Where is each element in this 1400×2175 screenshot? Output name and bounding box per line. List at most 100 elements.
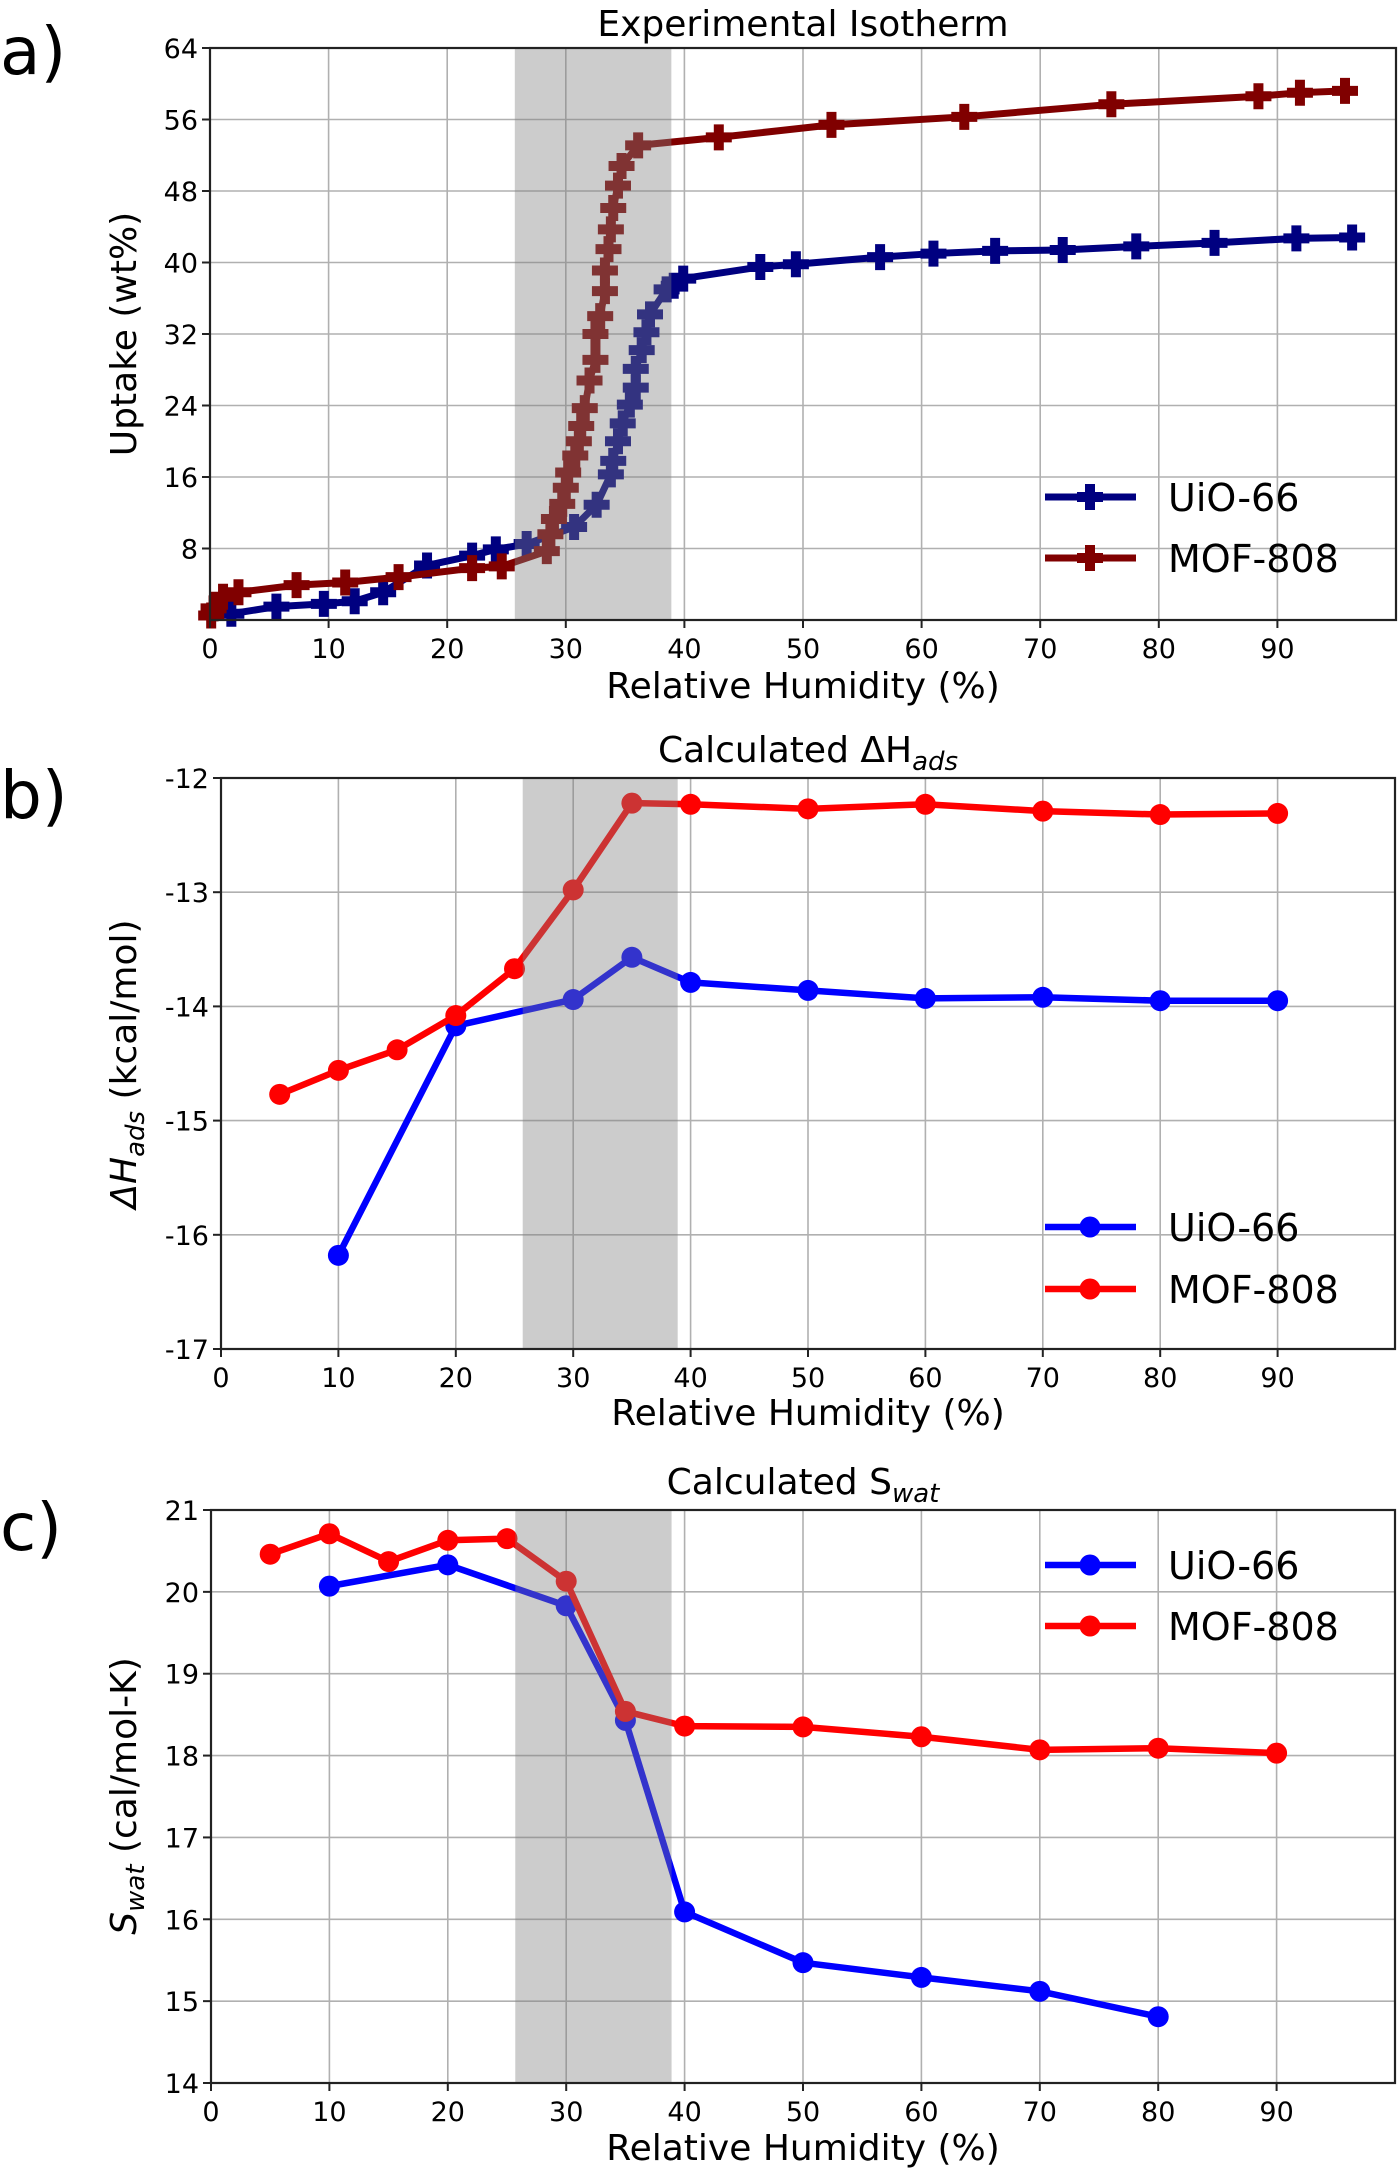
data-point <box>587 303 614 330</box>
data-point <box>637 301 664 328</box>
ylabel-unit: (cal/mol-K) <box>104 1657 145 1864</box>
y-axis-label: Uptake (wt%) <box>104 212 145 456</box>
y-tick-label: 19 <box>165 1660 199 1691</box>
data-point <box>609 410 636 437</box>
data-point <box>608 152 635 179</box>
data-point <box>867 244 894 271</box>
panel-a: a) Experimental Isotherm Relative Humidi… <box>0 4 1398 707</box>
y-tick-label: 40 <box>164 249 198 280</box>
y-tick-label: 18 <box>165 1742 199 1773</box>
data-point <box>600 194 627 221</box>
x-tick-label: 50 <box>791 1363 825 1394</box>
x-tick-label: 60 <box>904 2097 938 2128</box>
plot-area: 0 10 20 30 40 50 60 70 80 90 -17 -16 -15 -14 -13 -12 UiO… <box>165 764 1397 1394</box>
data-point <box>437 1529 459 1551</box>
data-point <box>225 579 252 606</box>
data-point <box>1029 1980 1051 2002</box>
legend-item: MOF-808 <box>1045 1268 1339 1312</box>
x-tick-label: 10 <box>321 1363 355 1394</box>
data-point <box>1098 91 1125 118</box>
data-point <box>565 428 592 455</box>
chart-title: Experimental Isotherm <box>597 4 1008 45</box>
data-point <box>1283 225 1310 252</box>
title-main: Calculated ΔH <box>658 730 912 771</box>
data-point <box>591 257 618 284</box>
legend-label: UiO-66 <box>1168 1544 1299 1588</box>
data-point <box>591 278 618 305</box>
x-tick-label: 90 <box>1259 2097 1293 2128</box>
data-point <box>445 1005 467 1027</box>
data-point <box>537 521 564 548</box>
y-axis-label: Swat (cal/mol-K) <box>104 1657 151 1934</box>
x-tick-label: 10 <box>312 2097 346 2128</box>
data-point <box>914 987 936 1009</box>
y-tick-label: 20 <box>165 1578 199 1609</box>
x-axis-label: Relative Humidity (%) <box>606 2128 1000 2169</box>
data-point <box>595 236 622 263</box>
data-point <box>385 564 412 591</box>
legend-item: UiO-66 <box>1045 1206 1299 1250</box>
panel-label: b) <box>0 757 68 834</box>
y-tick-label: -16 <box>165 1221 209 1252</box>
x-tick-label: 40 <box>667 2097 701 2128</box>
legend-marker <box>1079 1216 1101 1238</box>
data-point <box>562 442 589 469</box>
x-tick-label: 90 <box>1260 1363 1294 1394</box>
x-tick-label: 70 <box>1023 2097 1057 2128</box>
data-point <box>910 1966 932 1988</box>
data-point <box>549 490 576 517</box>
data-point <box>533 538 560 565</box>
x-axis-label: Relative Humidity (%) <box>611 1393 1005 1434</box>
ylabel-subscript: ads <box>121 1111 151 1157</box>
panel-c: c) Calculated Swat Relative Humidity (%)… <box>0 1462 1397 2169</box>
data-point <box>327 1059 349 1081</box>
data-point <box>555 459 582 486</box>
x-tick-label: 40 <box>667 634 701 665</box>
data-point <box>910 1726 932 1748</box>
y-tick-label: 8 <box>181 535 198 566</box>
data-point <box>818 111 845 138</box>
data-point <box>1149 804 1171 826</box>
data-point <box>437 1554 459 1576</box>
legend-label: UiO-66 <box>1168 1206 1299 1250</box>
data-point <box>1049 236 1076 263</box>
title-main: Calculated S <box>667 1462 892 1503</box>
grid <box>210 48 1396 620</box>
x-tick-label: 10 <box>311 634 345 665</box>
legend: UiO-66 MOF-808 <box>1045 476 1339 581</box>
chart-title: Calculated Swat <box>667 1462 940 1509</box>
data-point <box>792 1716 814 1738</box>
data-point <box>459 555 486 582</box>
x-tick-label: 50 <box>786 2097 820 2128</box>
data-point <box>782 251 809 278</box>
data-point <box>792 1952 814 1974</box>
series-mof-808 <box>259 1523 1288 1764</box>
data-point <box>670 265 697 292</box>
data-point <box>200 595 227 622</box>
legend: UiO-66 MOF-808 <box>1045 1206 1339 1312</box>
x-axis-label: Relative Humidity (%) <box>606 666 1000 707</box>
x-tick-label: 80 <box>1142 634 1176 665</box>
data-point <box>1029 1739 1051 1761</box>
shaded-region <box>522 778 678 1349</box>
legend-marker <box>1079 1615 1101 1637</box>
plot-area: 0 10 20 30 40 50 60 70 80 90 14 15 16 17 18 19 20 21 UiO-6… <box>165 1496 1397 2128</box>
data-point <box>597 461 624 488</box>
title-subscript: wat <box>892 1479 940 1509</box>
y-tick-label: -12 <box>165 764 209 795</box>
y-tick-label: 16 <box>164 463 198 494</box>
data-point <box>482 536 509 563</box>
x-tick-label: 30 <box>549 634 583 665</box>
data-point <box>504 958 525 980</box>
y-tick-label: 16 <box>165 1905 199 1936</box>
data-point <box>633 319 660 346</box>
data-point <box>378 1551 400 1573</box>
x-tick-label: 70 <box>1026 1363 1060 1394</box>
y-tick-label: -17 <box>165 1335 209 1366</box>
x-tick-label: 90 <box>1260 634 1294 665</box>
x-tick-label: 0 <box>202 2097 219 2128</box>
y-tick-label: 64 <box>164 34 198 65</box>
y-tick-label: 17 <box>165 1823 199 1854</box>
ylabel-main: S <box>104 1912 145 1935</box>
data-point <box>496 1528 518 1550</box>
